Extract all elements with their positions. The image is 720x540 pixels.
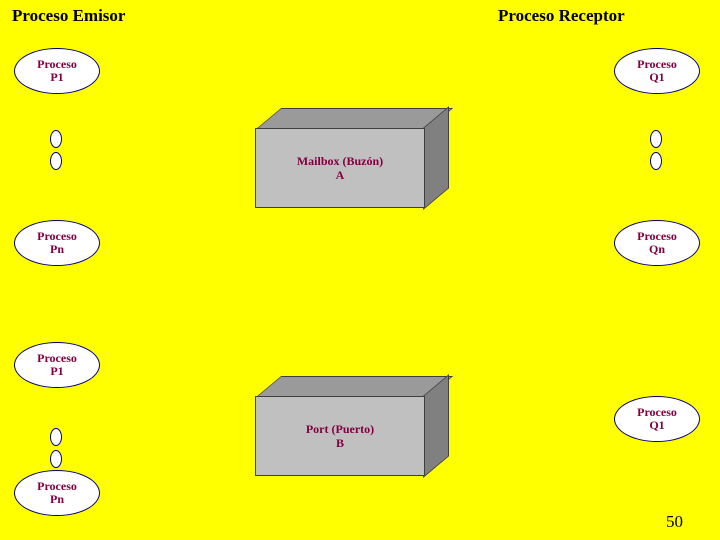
page-number: 50 (666, 512, 683, 532)
process-pn-top: ProcesoPn (14, 220, 100, 266)
process-label: ProcesoQn (637, 230, 677, 256)
box-front-face: Mailbox (Buzón)A (255, 128, 425, 208)
message-token (50, 428, 62, 446)
heading-emitter: Proceso Emisor (12, 6, 125, 26)
box-label: Mailbox (Buzón)A (297, 154, 383, 183)
process-label: ProcesoPn (37, 230, 77, 256)
process-q1-top: ProcesoQ1 (614, 48, 700, 94)
process-label: ProcesoP1 (37, 352, 77, 378)
message-token (650, 152, 662, 170)
message-token (50, 152, 62, 170)
process-p1-bottom: ProcesoP1 (14, 342, 100, 388)
box-front-face: Port (Puerto)B (255, 396, 425, 476)
process-qn-top: ProcesoQn (614, 220, 700, 266)
message-token (50, 450, 62, 468)
process-label: ProcesoQ1 (637, 58, 677, 84)
process-q1-bottom: ProcesoQ1 (614, 396, 700, 442)
message-token (50, 130, 62, 148)
process-pn-bottom: ProcesoPn (14, 470, 100, 516)
process-label: ProcesoP1 (37, 58, 77, 84)
diagram-stage: Proceso Emisor Proceso Receptor ProcesoP… (0, 0, 720, 540)
port-box: Port (Puerto)B (255, 396, 425, 476)
heading-receiver: Proceso Receptor (498, 6, 625, 26)
process-label: ProcesoPn (37, 480, 77, 506)
message-token (650, 130, 662, 148)
mailbox-box: Mailbox (Buzón)A (255, 128, 425, 208)
box-label: Port (Puerto)B (306, 422, 374, 451)
process-label: ProcesoQ1 (637, 406, 677, 432)
process-p1-top: ProcesoP1 (14, 48, 100, 94)
